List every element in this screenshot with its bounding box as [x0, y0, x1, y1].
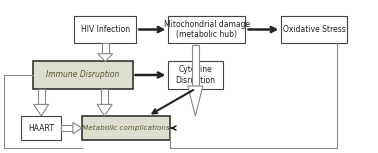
- Bar: [101, 89, 108, 104]
- Bar: [22, 116, 61, 140]
- Text: HIV Infection: HIV Infection: [81, 25, 130, 34]
- Bar: [82, 116, 170, 140]
- Polygon shape: [97, 104, 112, 116]
- Polygon shape: [34, 104, 49, 116]
- Bar: [33, 61, 133, 89]
- Bar: [38, 89, 45, 104]
- Text: Immune Disruption: Immune Disruption: [46, 71, 119, 80]
- Bar: [168, 61, 223, 89]
- Text: Metabolic complications: Metabolic complications: [82, 125, 170, 131]
- Polygon shape: [188, 86, 203, 116]
- Bar: [168, 16, 245, 43]
- Text: Mitochondrial damage
(metabolic hub): Mitochondrial damage (metabolic hub): [164, 20, 250, 39]
- Bar: [61, 125, 73, 131]
- Bar: [192, 45, 199, 86]
- Bar: [102, 43, 108, 54]
- Bar: [74, 16, 136, 43]
- Text: HAART: HAART: [28, 124, 54, 132]
- Text: Cytokine
Disruption: Cytokine Disruption: [176, 65, 215, 85]
- Bar: [281, 16, 347, 43]
- Polygon shape: [73, 122, 82, 134]
- Polygon shape: [98, 54, 113, 61]
- Text: Oxidative Stress: Oxidative Stress: [283, 25, 345, 34]
